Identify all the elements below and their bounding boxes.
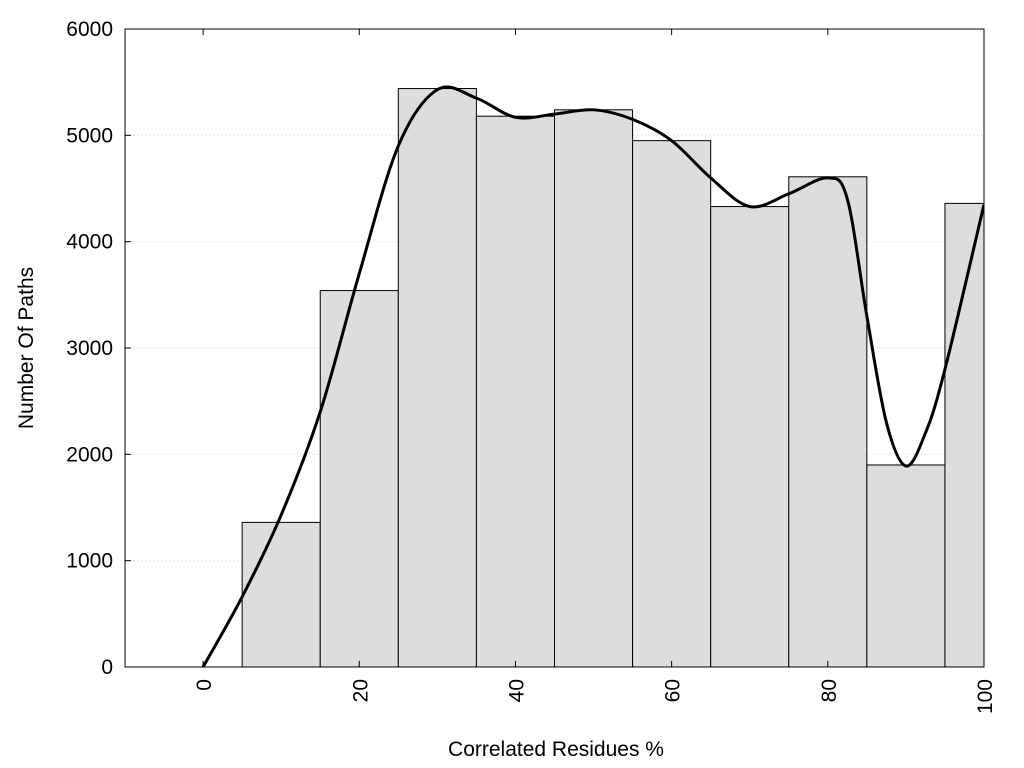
bar [710, 206, 790, 667]
y-tick-label: 2000 [66, 443, 113, 466]
bar [241, 521, 321, 667]
x-axis-label: Correlated Residues % [448, 738, 664, 761]
y-tick-label: 0 [101, 656, 113, 679]
bar [788, 176, 868, 667]
x-tick-label: 40 [505, 679, 528, 702]
y-tick-label: 3000 [66, 337, 113, 360]
x-tick-label: 100 [974, 679, 997, 714]
bar [554, 109, 634, 667]
x-tick-label: 60 [662, 679, 685, 702]
plot-frame [124, 28, 985, 668]
y-tick-label: 5000 [66, 124, 113, 147]
bar [632, 140, 712, 667]
y-tick-label: 4000 [66, 231, 113, 254]
curve [201, 85, 984, 667]
bar [319, 290, 399, 667]
plot-area [201, 85, 984, 667]
x-tick-label: 0 [193, 679, 216, 691]
y-axis-label: Number Of Paths [15, 267, 38, 429]
bar [397, 88, 477, 667]
bar [866, 464, 946, 667]
y-tick-label: 1000 [66, 550, 113, 573]
x-tick-label: 80 [818, 679, 841, 702]
y-tick-label: 6000 [66, 18, 113, 41]
x-tick-label: 20 [349, 679, 372, 702]
bar [944, 202, 984, 667]
bar [475, 115, 555, 667]
